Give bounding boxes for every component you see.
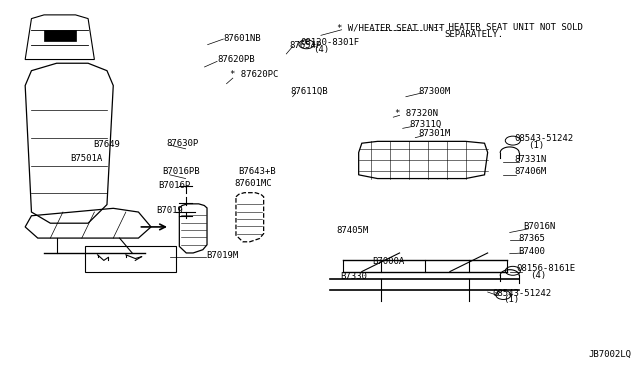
Text: B7016P: B7016P (159, 181, 191, 190)
Text: 87630P: 87630P (167, 139, 199, 148)
Text: B7016PB: B7016PB (163, 167, 200, 176)
Text: (1): (1) (529, 141, 545, 150)
Text: * 87620PC: * 87620PC (230, 70, 278, 79)
Text: 08156-8161E: 08156-8161E (516, 264, 575, 273)
Text: 87611QB: 87611QB (291, 87, 328, 96)
Text: B7501A: B7501A (70, 154, 103, 163)
Text: (4): (4) (313, 45, 329, 54)
Text: 87601NB: 87601NB (223, 34, 261, 43)
Text: 87311Q: 87311Q (409, 120, 441, 129)
Text: * W/HEATER SEAT UNIT: * W/HEATER SEAT UNIT (337, 23, 444, 32)
Text: B7019: B7019 (156, 206, 183, 215)
Text: 87406M: 87406M (515, 167, 547, 176)
Text: B7019M: B7019M (206, 251, 239, 260)
Text: B7649: B7649 (93, 140, 120, 149)
Text: * 87320N: * 87320N (395, 109, 438, 118)
Text: B7330: B7330 (340, 272, 367, 281)
Text: 87405M: 87405M (337, 226, 369, 235)
Text: 87301M: 87301M (419, 129, 451, 138)
Bar (85, 246, 176, 272)
Text: 08543-51242: 08543-51242 (515, 134, 574, 143)
Text: B7000A: B7000A (372, 257, 404, 266)
Text: 87300M: 87300M (419, 87, 451, 96)
Text: 87601MC: 87601MC (234, 179, 272, 187)
Text: B7400: B7400 (518, 247, 545, 256)
Text: (4): (4) (530, 271, 546, 280)
Text: 08120-8301F: 08120-8301F (301, 38, 360, 47)
Text: --- HEATER SEAT UNIT NOT SOLD: --- HEATER SEAT UNIT NOT SOLD (427, 23, 582, 32)
Text: B7643+B: B7643+B (238, 167, 275, 176)
Text: 87331N: 87331N (515, 155, 547, 164)
Text: B7016N: B7016N (524, 222, 556, 231)
Text: 87654P: 87654P (289, 41, 322, 50)
Text: 08543-51242: 08543-51242 (492, 289, 551, 298)
Text: (1): (1) (504, 295, 520, 304)
Text: JB7002LQ: JB7002LQ (588, 350, 631, 359)
Text: 87365: 87365 (518, 234, 545, 243)
Text: SEPARATELY.: SEPARATELY. (444, 31, 504, 39)
Text: 87620PB: 87620PB (217, 55, 255, 64)
Bar (44, 30, 76, 41)
